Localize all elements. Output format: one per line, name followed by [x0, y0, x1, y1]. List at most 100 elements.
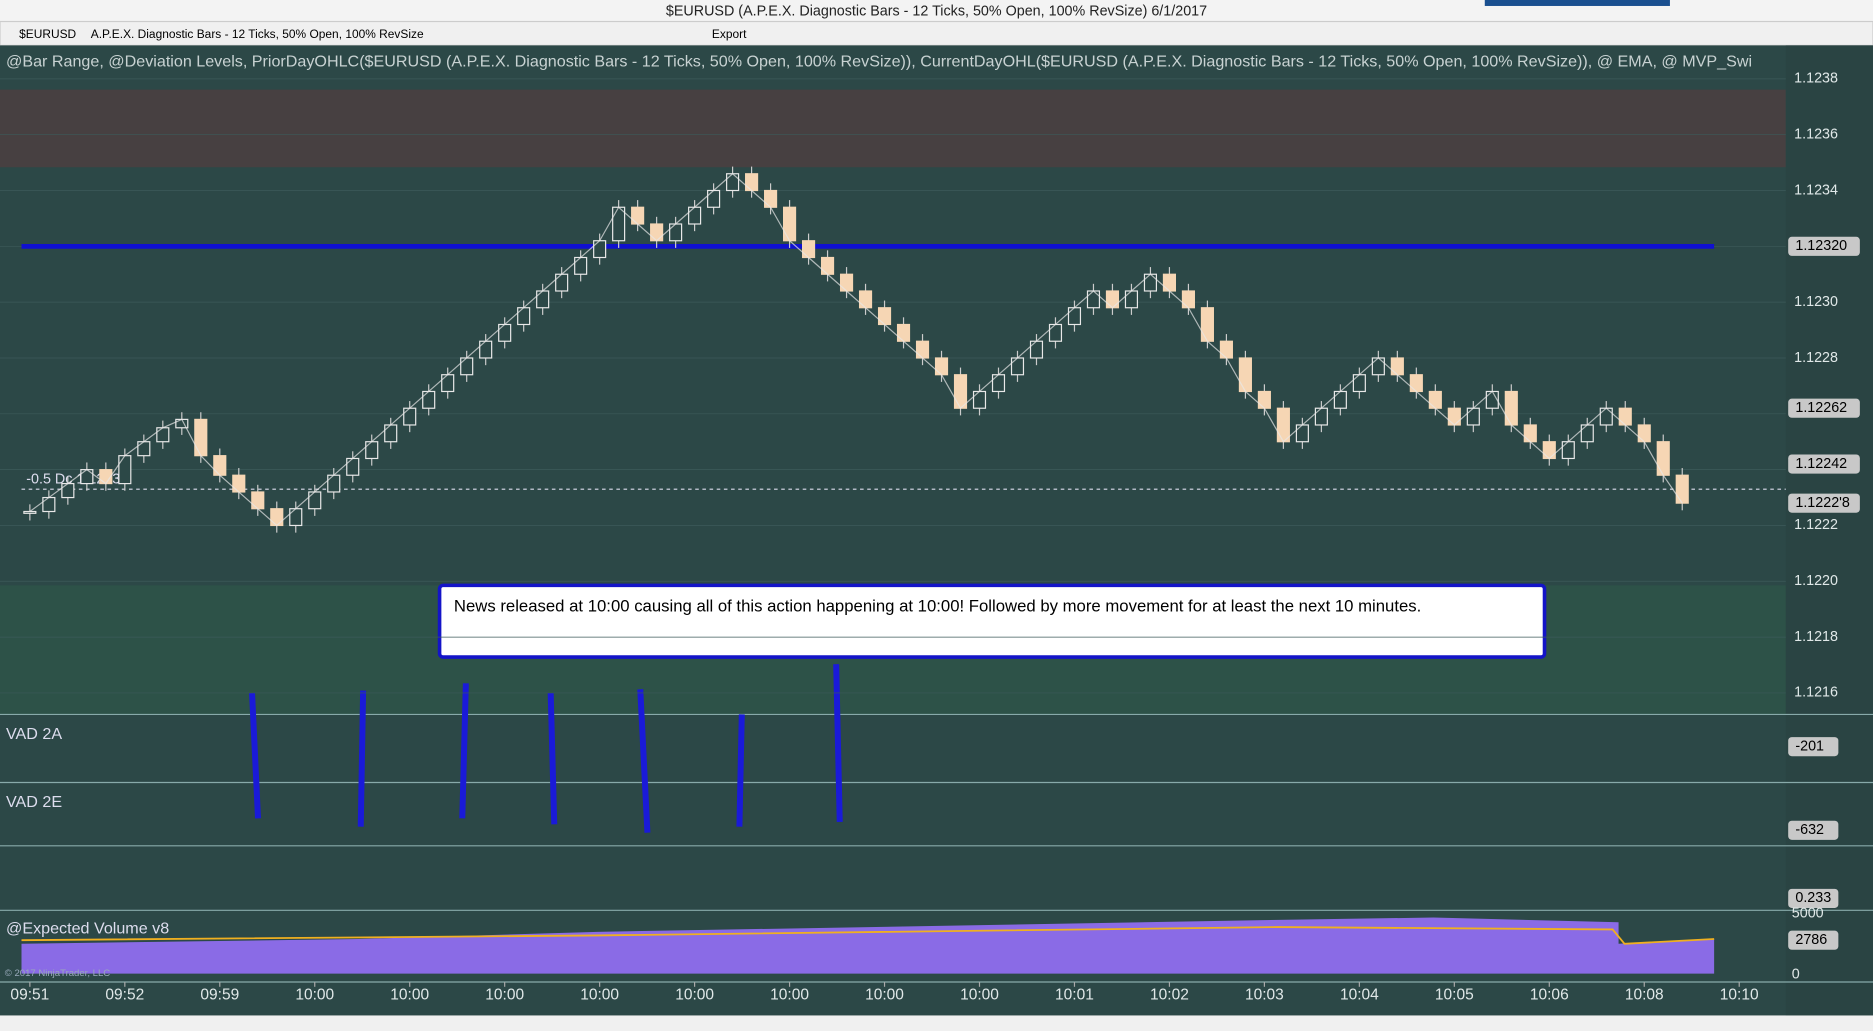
time-label: 10:00: [485, 986, 524, 1003]
time-label: 10:00: [390, 986, 429, 1003]
candle: [1656, 441, 1670, 476]
panel-value: 0.233: [1795, 890, 1831, 906]
candle: [1618, 407, 1632, 426]
candle: [745, 173, 759, 192]
candle: [1010, 357, 1025, 376]
close-line: [29, 172, 1683, 527]
price-tick-label: 1.1228: [1794, 350, 1838, 366]
expected-volume-line: [21, 926, 1715, 945]
panel-value: -201: [1795, 738, 1824, 754]
window-accent: [1484, 0, 1670, 6]
price-tick-label: 1.1230: [1794, 294, 1838, 310]
candle: [384, 424, 398, 443]
candle: [80, 469, 94, 485]
candle: [1143, 273, 1158, 292]
candle: [498, 323, 512, 342]
candle: [1599, 407, 1613, 426]
panel-label: VAD 2A: [6, 725, 62, 743]
price-marker-label: 1.12262: [1795, 400, 1847, 416]
candle: [1276, 407, 1290, 443]
candle: [422, 390, 436, 409]
candle: [953, 374, 968, 409]
indicator-list: @Bar Range, @Deviation Levels, PriorDayO…: [6, 52, 1752, 70]
time-label: 10:01: [1055, 986, 1094, 1003]
panel-value-box: [1788, 888, 1839, 908]
candle: [783, 206, 797, 242]
price-tick-label: 1.1220: [1794, 573, 1838, 589]
candle: [1124, 290, 1139, 309]
panel-dividers: [0, 713, 1873, 983]
candle: [1105, 290, 1120, 309]
candle: [1048, 323, 1063, 342]
panel-value-box: [1788, 737, 1839, 757]
price-tick-label: 1.1234: [1794, 182, 1838, 198]
copyright: © 2017 NinjaTrader, LLC: [5, 968, 110, 979]
candle: [1371, 357, 1385, 376]
candle: [1257, 390, 1271, 409]
candle: [1029, 340, 1044, 359]
candle: [1067, 307, 1082, 326]
candle: [232, 474, 246, 493]
candle: [896, 323, 911, 342]
candle: [1314, 407, 1328, 426]
candle: [991, 374, 1006, 393]
bar-type-select[interactable]: A.P.E.X. Diagnostic Bars - 12 Ticks, 50%…: [91, 27, 424, 41]
panel-tick-label: 5000: [1792, 906, 1824, 922]
candle: [1086, 290, 1101, 309]
panel-label: VAD 2E: [6, 793, 62, 811]
time-label: 10:00: [865, 986, 904, 1003]
price-tick-label: 1.1218: [1794, 629, 1838, 645]
candle: [1390, 357, 1404, 376]
candle: [688, 206, 702, 225]
candle: [61, 482, 75, 499]
deviation-label: -0.5 Dc 1.1223'3: [26, 471, 131, 487]
candle: [213, 455, 227, 476]
title-bar: [0, 0, 1873, 22]
candle: [764, 189, 778, 208]
candle: [156, 427, 170, 443]
status-bar: [0, 1015, 1873, 1031]
candle: [612, 206, 626, 242]
price-marker: [1788, 454, 1860, 474]
time-label: 10:08: [1625, 986, 1664, 1003]
candle: [1580, 424, 1594, 443]
time-label: 09:59: [200, 986, 239, 1003]
candle: [1675, 474, 1689, 504]
candle: [1447, 407, 1461, 426]
candle: [1504, 390, 1518, 426]
export-button[interactable]: Export: [712, 27, 747, 41]
candle: [593, 240, 607, 259]
candle: [1466, 407, 1480, 426]
candle: [1238, 357, 1252, 393]
candle: [820, 256, 835, 275]
time-label: 10:00: [580, 986, 619, 1003]
candle: [536, 290, 550, 309]
candle: [23, 510, 37, 514]
candle: [365, 441, 379, 460]
price-marker: [1788, 493, 1860, 513]
price-tick-label: 1.1216: [1794, 685, 1838, 701]
time-label: 10:04: [1340, 986, 1379, 1003]
candle: [1333, 390, 1347, 409]
window-title: $EURUSD (A.P.E.X. Diagnostic Bars - 12 T…: [666, 4, 1207, 20]
instrument-select[interactable]: $EURUSD: [19, 27, 76, 41]
candle: [1162, 273, 1177, 292]
candle: [460, 357, 474, 376]
candle: [479, 340, 493, 359]
price-marker-label: 1.12320: [1795, 238, 1847, 254]
panel-tick-label: 0: [1792, 967, 1800, 983]
candle: [1409, 374, 1423, 393]
candle: [327, 474, 341, 493]
candle: [726, 173, 740, 192]
candle: [1637, 424, 1651, 443]
price-tick-label: 1.1222: [1794, 517, 1838, 533]
candle: [972, 390, 987, 409]
candle: [801, 240, 816, 259]
price-tick-label: 1.1236: [1794, 126, 1838, 142]
candle: [1428, 390, 1442, 409]
chart-bg: [0, 45, 1873, 1016]
candle: [707, 189, 721, 208]
time-label: 10:00: [770, 986, 809, 1003]
candle: [1219, 340, 1233, 359]
candle: [1352, 374, 1366, 393]
